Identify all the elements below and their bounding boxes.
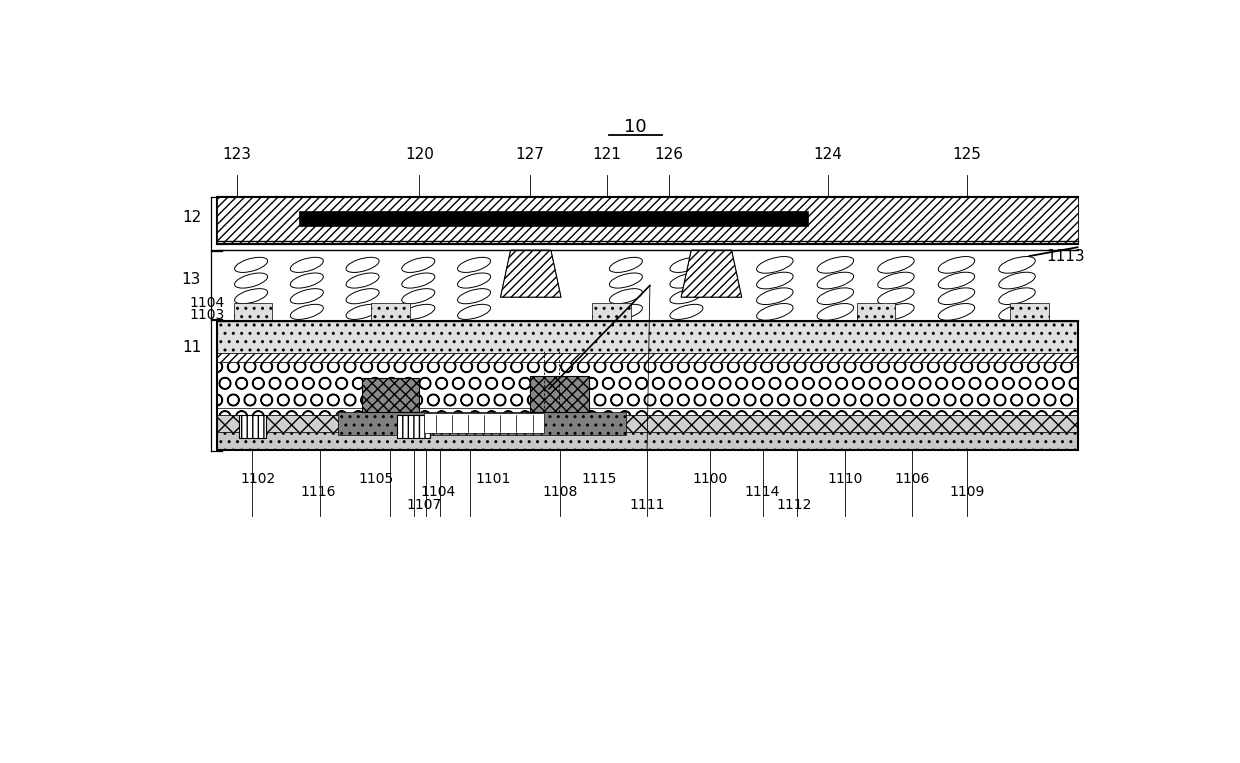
Polygon shape <box>681 250 742 297</box>
Text: 1110: 1110 <box>827 472 863 486</box>
Text: 1104: 1104 <box>420 485 456 499</box>
Text: 13: 13 <box>182 272 201 287</box>
Bar <box>593 303 631 320</box>
Text: 1105: 1105 <box>358 472 393 486</box>
Text: 1103: 1103 <box>188 307 224 322</box>
Bar <box>217 415 1078 433</box>
Text: 1112: 1112 <box>776 498 812 512</box>
Bar <box>217 353 1078 362</box>
Bar <box>424 413 544 433</box>
Text: 1108: 1108 <box>543 485 578 499</box>
Text: 1101: 1101 <box>476 472 511 486</box>
Text: 1114: 1114 <box>745 485 780 499</box>
Text: 12: 12 <box>182 211 201 225</box>
Bar <box>217 198 1078 244</box>
Text: 124: 124 <box>813 147 842 162</box>
Text: 1109: 1109 <box>950 485 985 499</box>
Bar <box>371 303 409 320</box>
Bar <box>337 412 626 435</box>
Bar <box>217 250 1078 320</box>
Text: 1111: 1111 <box>629 498 665 512</box>
Text: 1100: 1100 <box>693 472 728 486</box>
Bar <box>217 198 1078 244</box>
Bar <box>217 362 1078 415</box>
Text: 1106: 1106 <box>894 472 930 486</box>
Text: 10: 10 <box>624 118 647 136</box>
Bar <box>397 415 430 438</box>
Text: 120: 120 <box>404 147 434 162</box>
Text: 125: 125 <box>952 147 982 162</box>
Bar <box>234 303 273 320</box>
Bar <box>857 303 895 320</box>
Bar <box>529 376 589 412</box>
Text: 123: 123 <box>222 147 252 162</box>
Bar <box>1011 303 1049 320</box>
Text: 1104: 1104 <box>188 296 224 310</box>
Text: 1107: 1107 <box>407 498 441 512</box>
Bar <box>217 320 1078 450</box>
Bar <box>217 433 1078 450</box>
Bar <box>238 415 265 438</box>
Bar <box>362 378 419 412</box>
Text: 127: 127 <box>516 147 544 162</box>
Text: 126: 126 <box>655 147 683 162</box>
Text: 1115: 1115 <box>582 472 616 486</box>
Text: 121: 121 <box>593 147 621 162</box>
Text: 1116: 1116 <box>300 485 336 499</box>
Text: 1102: 1102 <box>241 472 275 486</box>
Bar <box>299 211 808 227</box>
Text: 1113: 1113 <box>1047 249 1085 263</box>
Text: 11: 11 <box>182 340 201 355</box>
Polygon shape <box>501 250 560 297</box>
Bar <box>217 320 1078 353</box>
